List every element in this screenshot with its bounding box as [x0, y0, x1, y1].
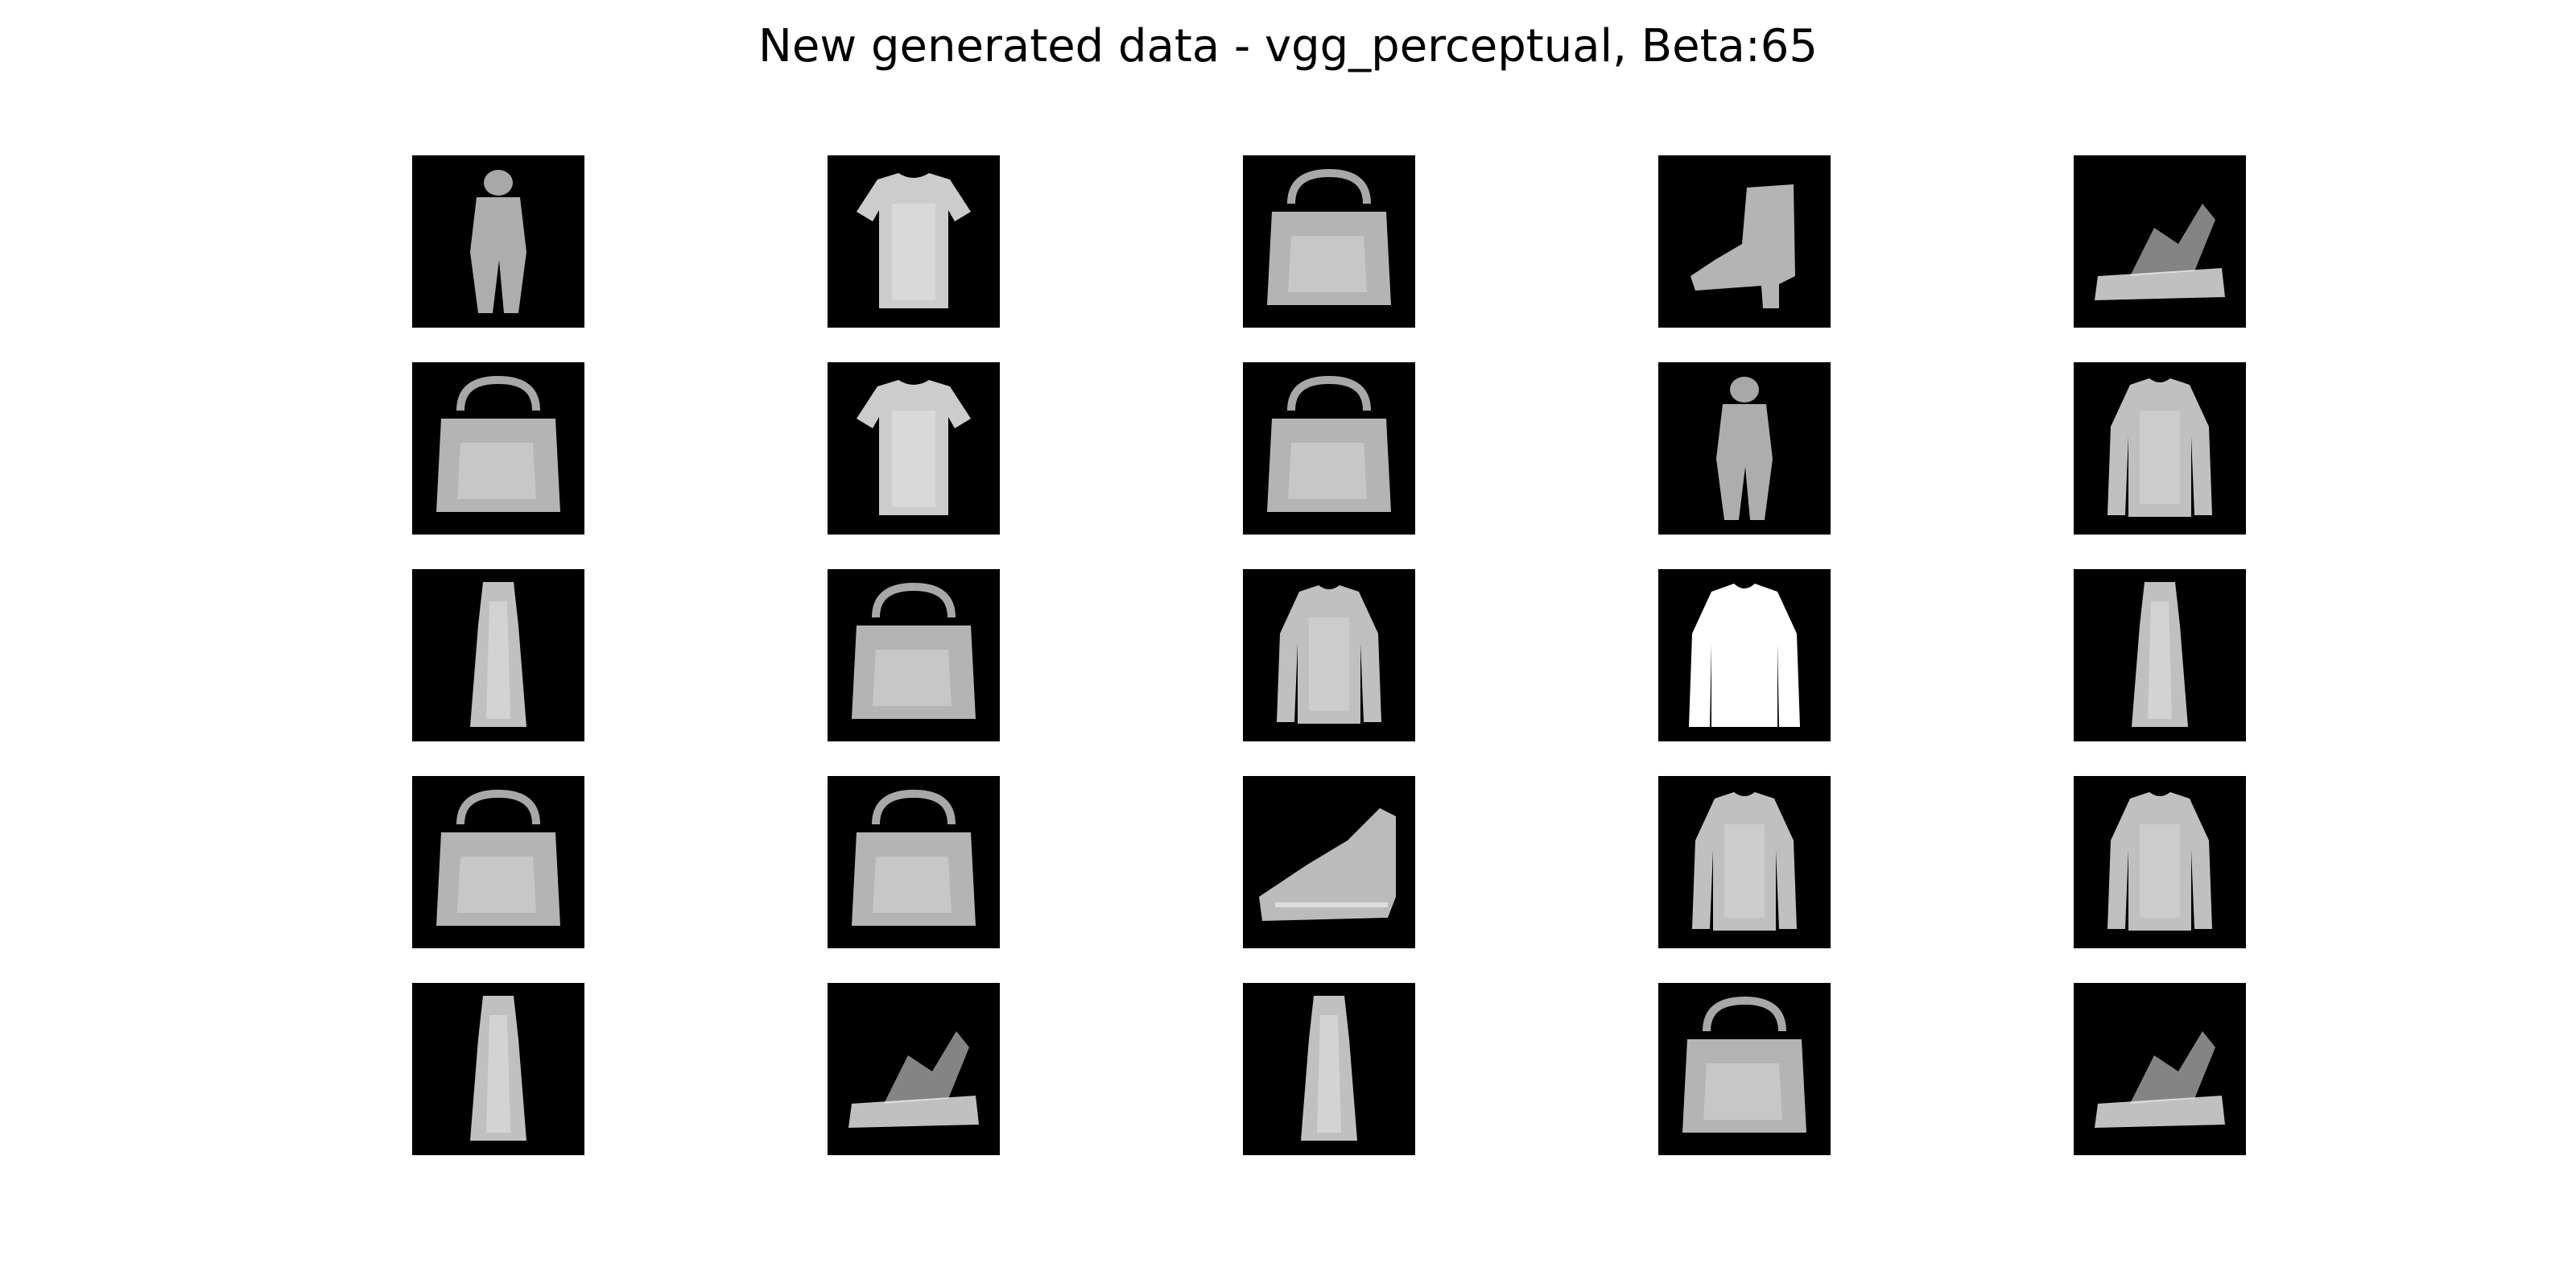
generated-image-tile [828, 569, 1000, 741]
generated-image-bag [852, 582, 976, 719]
generated-image-tile [412, 155, 584, 328]
generated-image-tile [412, 362, 584, 535]
generated-image-tshirt [857, 380, 971, 515]
generated-image-dress [2132, 582, 2188, 727]
generated-image-sandal [848, 1031, 979, 1128]
generated-image-bag [852, 789, 976, 926]
generated-image-dress [1301, 996, 1357, 1141]
image-grid [412, 155, 2248, 1155]
generated-image-tile [1243, 362, 1415, 535]
generated-image-boot [1690, 184, 1795, 308]
generated-image-tile [2074, 155, 2246, 328]
generated-image-tile [1658, 983, 1831, 1155]
generated-image-tile [1658, 776, 1831, 948]
generated-image-tile [1243, 155, 1415, 328]
generated-image-tile [1658, 155, 1831, 328]
generated-image-pullover [2107, 792, 2212, 931]
generated-image-pullover-bright [1689, 584, 1800, 727]
generated-image-bag [1267, 168, 1391, 305]
generated-image-bag [1267, 375, 1391, 512]
generated-image-sandal [2095, 204, 2225, 300]
generated-image-figure [1716, 377, 1773, 520]
generated-image-tile [2074, 776, 2246, 948]
generated-image-sneaker [1259, 808, 1396, 921]
generated-image-tile [412, 569, 584, 741]
generated-image-tile [828, 983, 1000, 1155]
generated-image-tile [828, 155, 1000, 328]
generated-image-tile [412, 776, 584, 948]
generated-image-tile [828, 362, 1000, 535]
generated-image-bag [436, 789, 560, 926]
generated-image-tile [2074, 362, 2246, 535]
generated-image-tile [2074, 569, 2246, 741]
generated-image-bag [436, 375, 560, 512]
generated-image-tile [1658, 569, 1831, 741]
generated-image-tile [2074, 983, 2246, 1155]
generated-image-pullover [2107, 378, 2212, 517]
figure-title: New generated data - vgg_perceptual, Bet… [758, 20, 1818, 72]
generated-image-pullover [1692, 792, 1797, 931]
generated-image-sandal [2095, 1031, 2225, 1128]
generated-image-dress [470, 582, 526, 727]
generated-image-dress [470, 996, 526, 1141]
generated-image-tile [412, 983, 584, 1155]
generated-image-tile [1658, 362, 1831, 535]
generated-image-tile [1243, 776, 1415, 948]
generated-image-pullover [1277, 585, 1381, 724]
generated-image-tile [828, 776, 1000, 948]
generated-image-bag [1682, 996, 1806, 1133]
generated-image-tile [1243, 569, 1415, 741]
generated-image-tile [1243, 983, 1415, 1155]
generated-image-figure [470, 170, 526, 313]
generated-image-tshirt [857, 173, 971, 308]
